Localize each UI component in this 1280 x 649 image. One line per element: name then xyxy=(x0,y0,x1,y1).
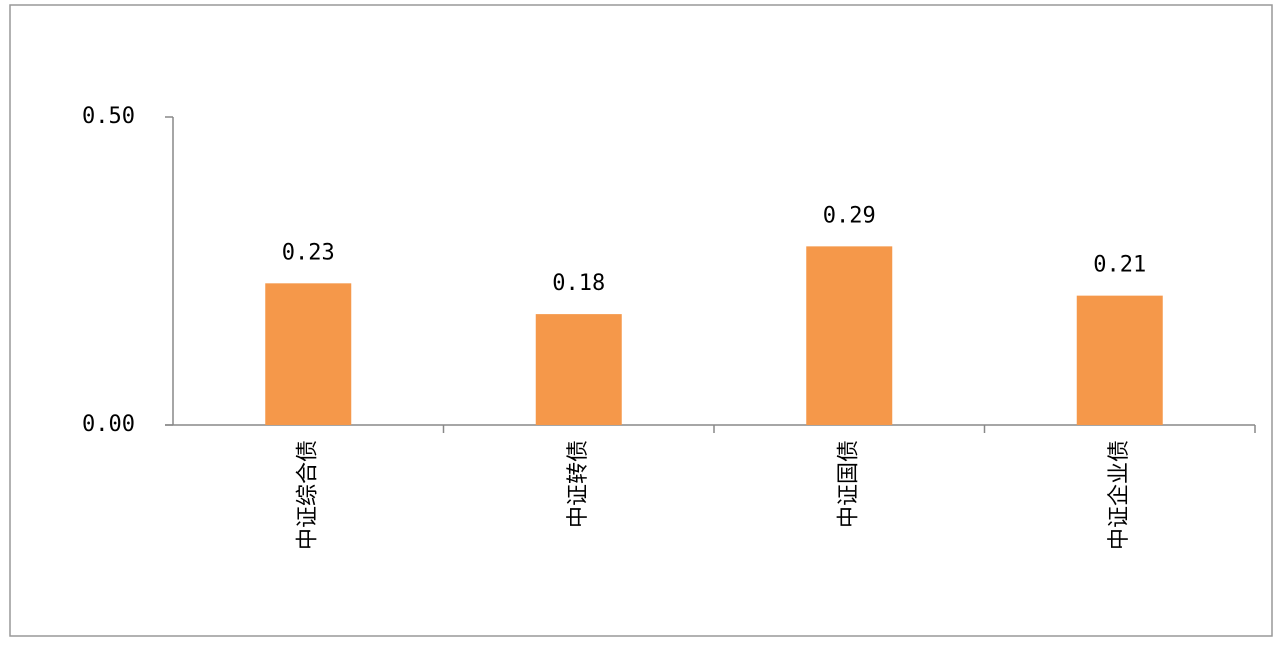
bar xyxy=(535,314,622,425)
bar xyxy=(806,246,893,425)
chart-frame xyxy=(9,4,1273,637)
y-tick-label: 0.00 xyxy=(82,412,135,437)
bar xyxy=(265,283,352,425)
x-tick-label: 中证综合债 xyxy=(295,440,320,550)
x-tick-label: 中证转债 xyxy=(566,440,591,528)
value-label: 0.29 xyxy=(823,203,876,228)
y-tick-label: 0.50 xyxy=(82,104,135,129)
bar xyxy=(1076,295,1163,425)
x-tick-label: 中证国债 xyxy=(836,440,861,528)
value-label: 0.23 xyxy=(282,240,335,265)
x-tick-label: 中证企业债 xyxy=(1107,440,1132,550)
value-label: 0.21 xyxy=(1093,253,1146,278)
value-label: 0.18 xyxy=(552,271,605,296)
